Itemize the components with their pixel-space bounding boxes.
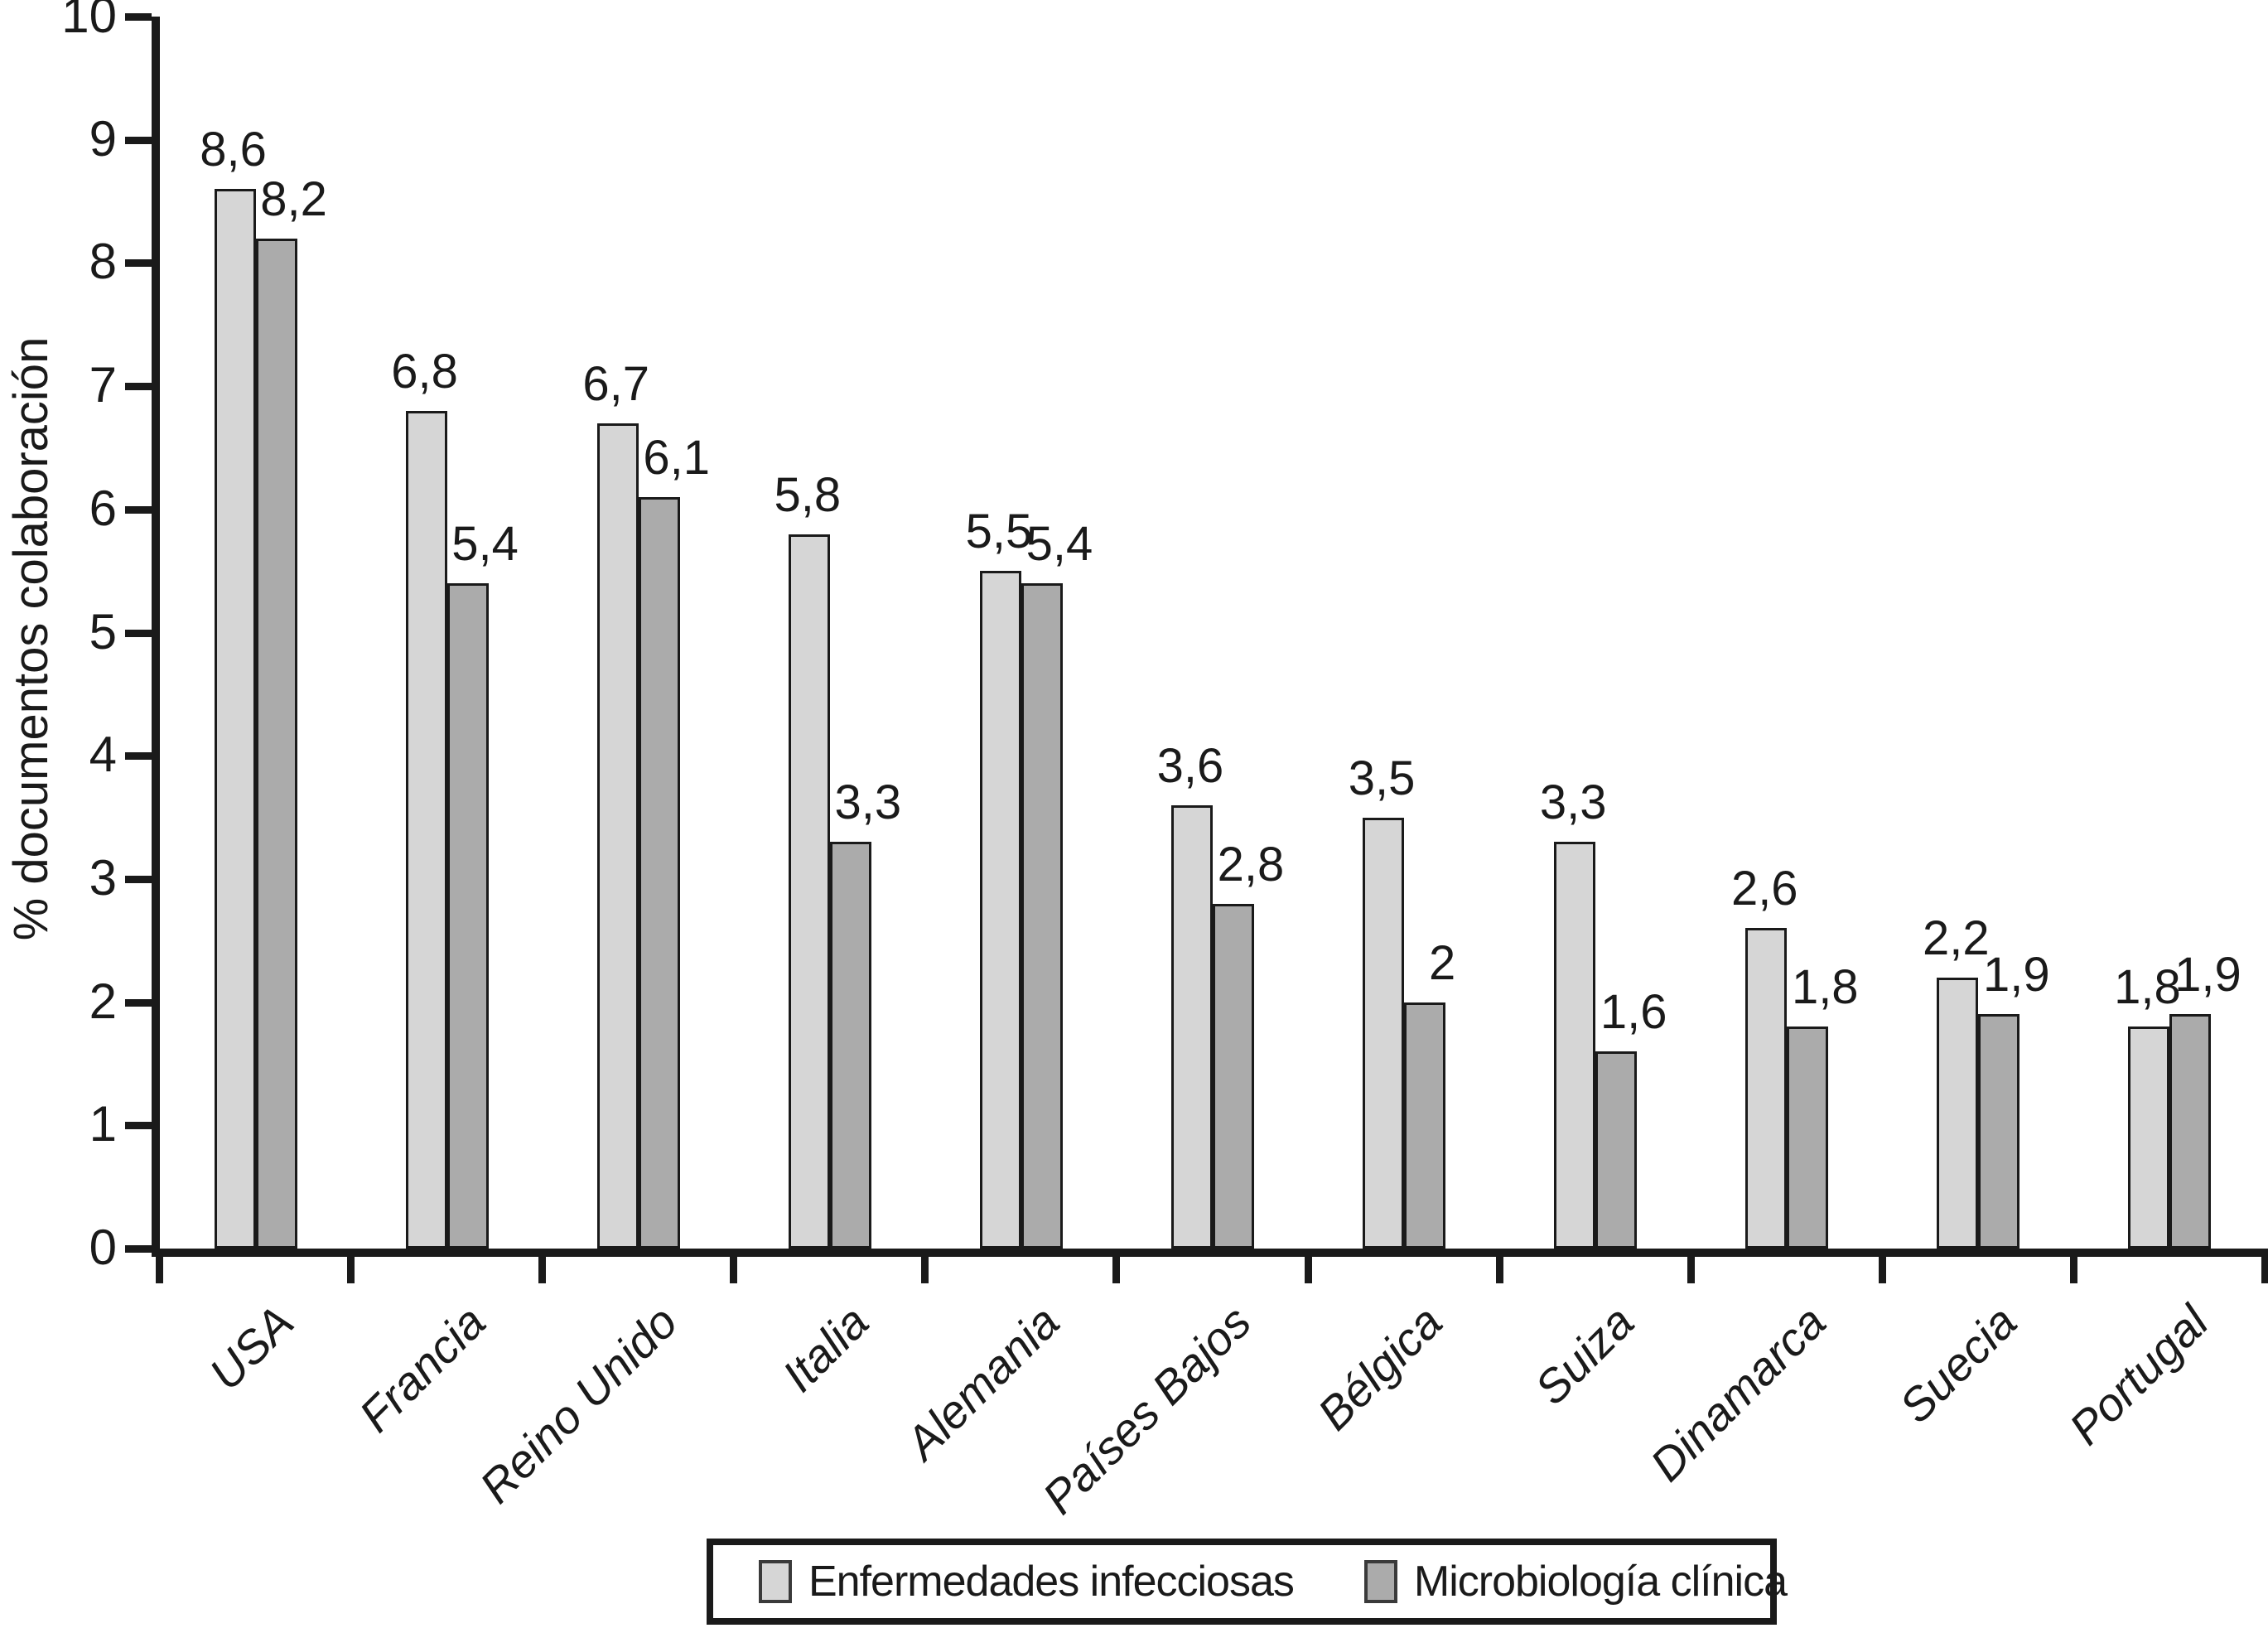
x-category-label: Italia (771, 1295, 878, 1402)
bar-dark (1978, 1014, 2020, 1249)
x-tick-mark (1687, 1249, 1695, 1283)
bar-dark (1213, 903, 1254, 1249)
y-tick-mark (125, 259, 152, 268)
x-tick-mark (347, 1249, 355, 1283)
x-category-label: Alemania (895, 1295, 1070, 1470)
bar-light (405, 410, 447, 1249)
x-tick-mark (2261, 1249, 2268, 1283)
y-tick-mark (125, 1122, 152, 1130)
bar-value-label: 2,8 (1217, 837, 1285, 891)
bar-light (1937, 977, 1979, 1249)
x-category-label: Reino Unido (469, 1295, 687, 1514)
y-tick-label: 2 (89, 973, 117, 1029)
y-tick-mark (125, 875, 152, 883)
y-tick-label: 10 (61, 0, 117, 43)
bar-light (214, 189, 256, 1249)
legend-item-microbiologia-clinica: Microbiología clínica (1363, 1558, 1788, 1606)
bar-light (2128, 1027, 2170, 1249)
x-tick-mark (1304, 1249, 1312, 1283)
enfermedades-infecciosas-swatch (759, 1560, 792, 1603)
y-tick-label: 6 (89, 480, 117, 536)
x-tick-mark (538, 1249, 547, 1283)
y-tick-label: 7 (89, 357, 117, 413)
x-category-label: USA (199, 1295, 304, 1400)
x-category-label: Francia (349, 1295, 495, 1442)
y-tick-mark (125, 383, 152, 391)
bar-dark (1787, 1027, 1829, 1249)
x-category-label: Bélgica (1307, 1295, 1453, 1441)
plot-area: 0 1 2 3 4 5 6 7 8 9 10 USA 8,6 8,2 Francia 6,8 5,4 Reino … (61, 0, 2268, 1524)
bar-light (1171, 804, 1213, 1249)
bar-value-label: 3,6 (1156, 738, 1224, 793)
bar-value-label: 6,1 (643, 430, 711, 485)
bar-value-label: 6,8 (391, 344, 458, 399)
bar-value-label: 2,6 (1730, 862, 1798, 916)
bar-value-label: 5,4 (451, 517, 519, 572)
bar-light (596, 423, 639, 1249)
bar-value-label: 1,6 (1600, 985, 1667, 1040)
bar-value-label: 8,2 (260, 171, 327, 226)
bar-dark (1021, 583, 1063, 1249)
x-tick-mark (2069, 1249, 2077, 1283)
x-tick-mark (156, 1249, 163, 1283)
bar-light (1554, 842, 1596, 1249)
legend-item-enfermedades-infecciosas: Enfermedades infecciosas (759, 1558, 1295, 1606)
x-tick-mark (1878, 1249, 1886, 1283)
y-tick-label: 0 (89, 1220, 117, 1275)
x-category-label: Suiza (1524, 1295, 1644, 1415)
legend: Enfermedades infecciosas Microbiología c… (707, 1539, 1788, 1625)
bar-dark (829, 842, 871, 1249)
bar-value-label: 1,9 (2174, 948, 2241, 1002)
x-tick-mark (1495, 1249, 1503, 1283)
bar-light (1363, 817, 1405, 1249)
x-category-label: Portugal (2058, 1295, 2218, 1455)
y-tick-mark (125, 998, 152, 1007)
y-tick-label: 8 (89, 234, 117, 290)
bar-value-label: 3,3 (1539, 775, 1607, 830)
bar-value-label: 2 (1428, 935, 1456, 990)
bar-value-label: 3,3 (834, 775, 902, 830)
bar-dark (2169, 1014, 2212, 1249)
bar-dark (1595, 1051, 1638, 1249)
bar-value-label: 8,6 (200, 123, 267, 177)
x-tick-mark (730, 1249, 738, 1283)
bar-dark (446, 583, 489, 1249)
y-tick-label: 1 (89, 1096, 117, 1152)
bar-dark (638, 496, 680, 1249)
bar-light (788, 534, 830, 1249)
y-tick-mark (125, 629, 152, 637)
bar-value-label: 3,5 (1348, 751, 1416, 805)
x-category-label: Dinamarca (1639, 1295, 1836, 1491)
y-tick-label: 4 (89, 727, 117, 783)
bar-light (979, 571, 1021, 1249)
y-tick-mark (125, 505, 152, 514)
bar-value-label: 5,5 (965, 505, 1033, 559)
bar-value-label: 1,8 (2114, 960, 2181, 1015)
x-category-label: Suecia (1889, 1295, 2027, 1433)
bar-value-label: 5,4 (1025, 517, 1093, 572)
bar-dark (255, 238, 297, 1249)
y-tick-mark (125, 1245, 152, 1253)
x-tick-mark (1112, 1249, 1121, 1283)
x-tick-mark (921, 1249, 929, 1283)
bar-value-label: 1,8 (1791, 960, 1859, 1015)
bar-light (1745, 928, 1788, 1249)
y-tick-label: 5 (89, 603, 117, 659)
bar-value-label: 5,8 (774, 467, 842, 522)
bar-value-label: 6,7 (582, 356, 650, 411)
legend-label-enfermedades-infecciosas: Enfermedades infecciosas (808, 1558, 1295, 1606)
legend-label-microbiologia-clinica: Microbiología clínica (1413, 1558, 1788, 1606)
y-tick-mark (125, 752, 152, 761)
bar-value-label: 2,2 (1923, 911, 1990, 965)
y-tick-mark (125, 13, 152, 21)
microbiologia-clinica-swatch (1363, 1560, 1397, 1603)
bar-value-label: 1,9 (1983, 948, 2050, 1002)
y-tick-label: 9 (89, 110, 117, 167)
y-tick-label: 3 (89, 849, 117, 906)
y-tick-mark (125, 136, 152, 144)
bar-dark (1404, 1002, 1446, 1249)
